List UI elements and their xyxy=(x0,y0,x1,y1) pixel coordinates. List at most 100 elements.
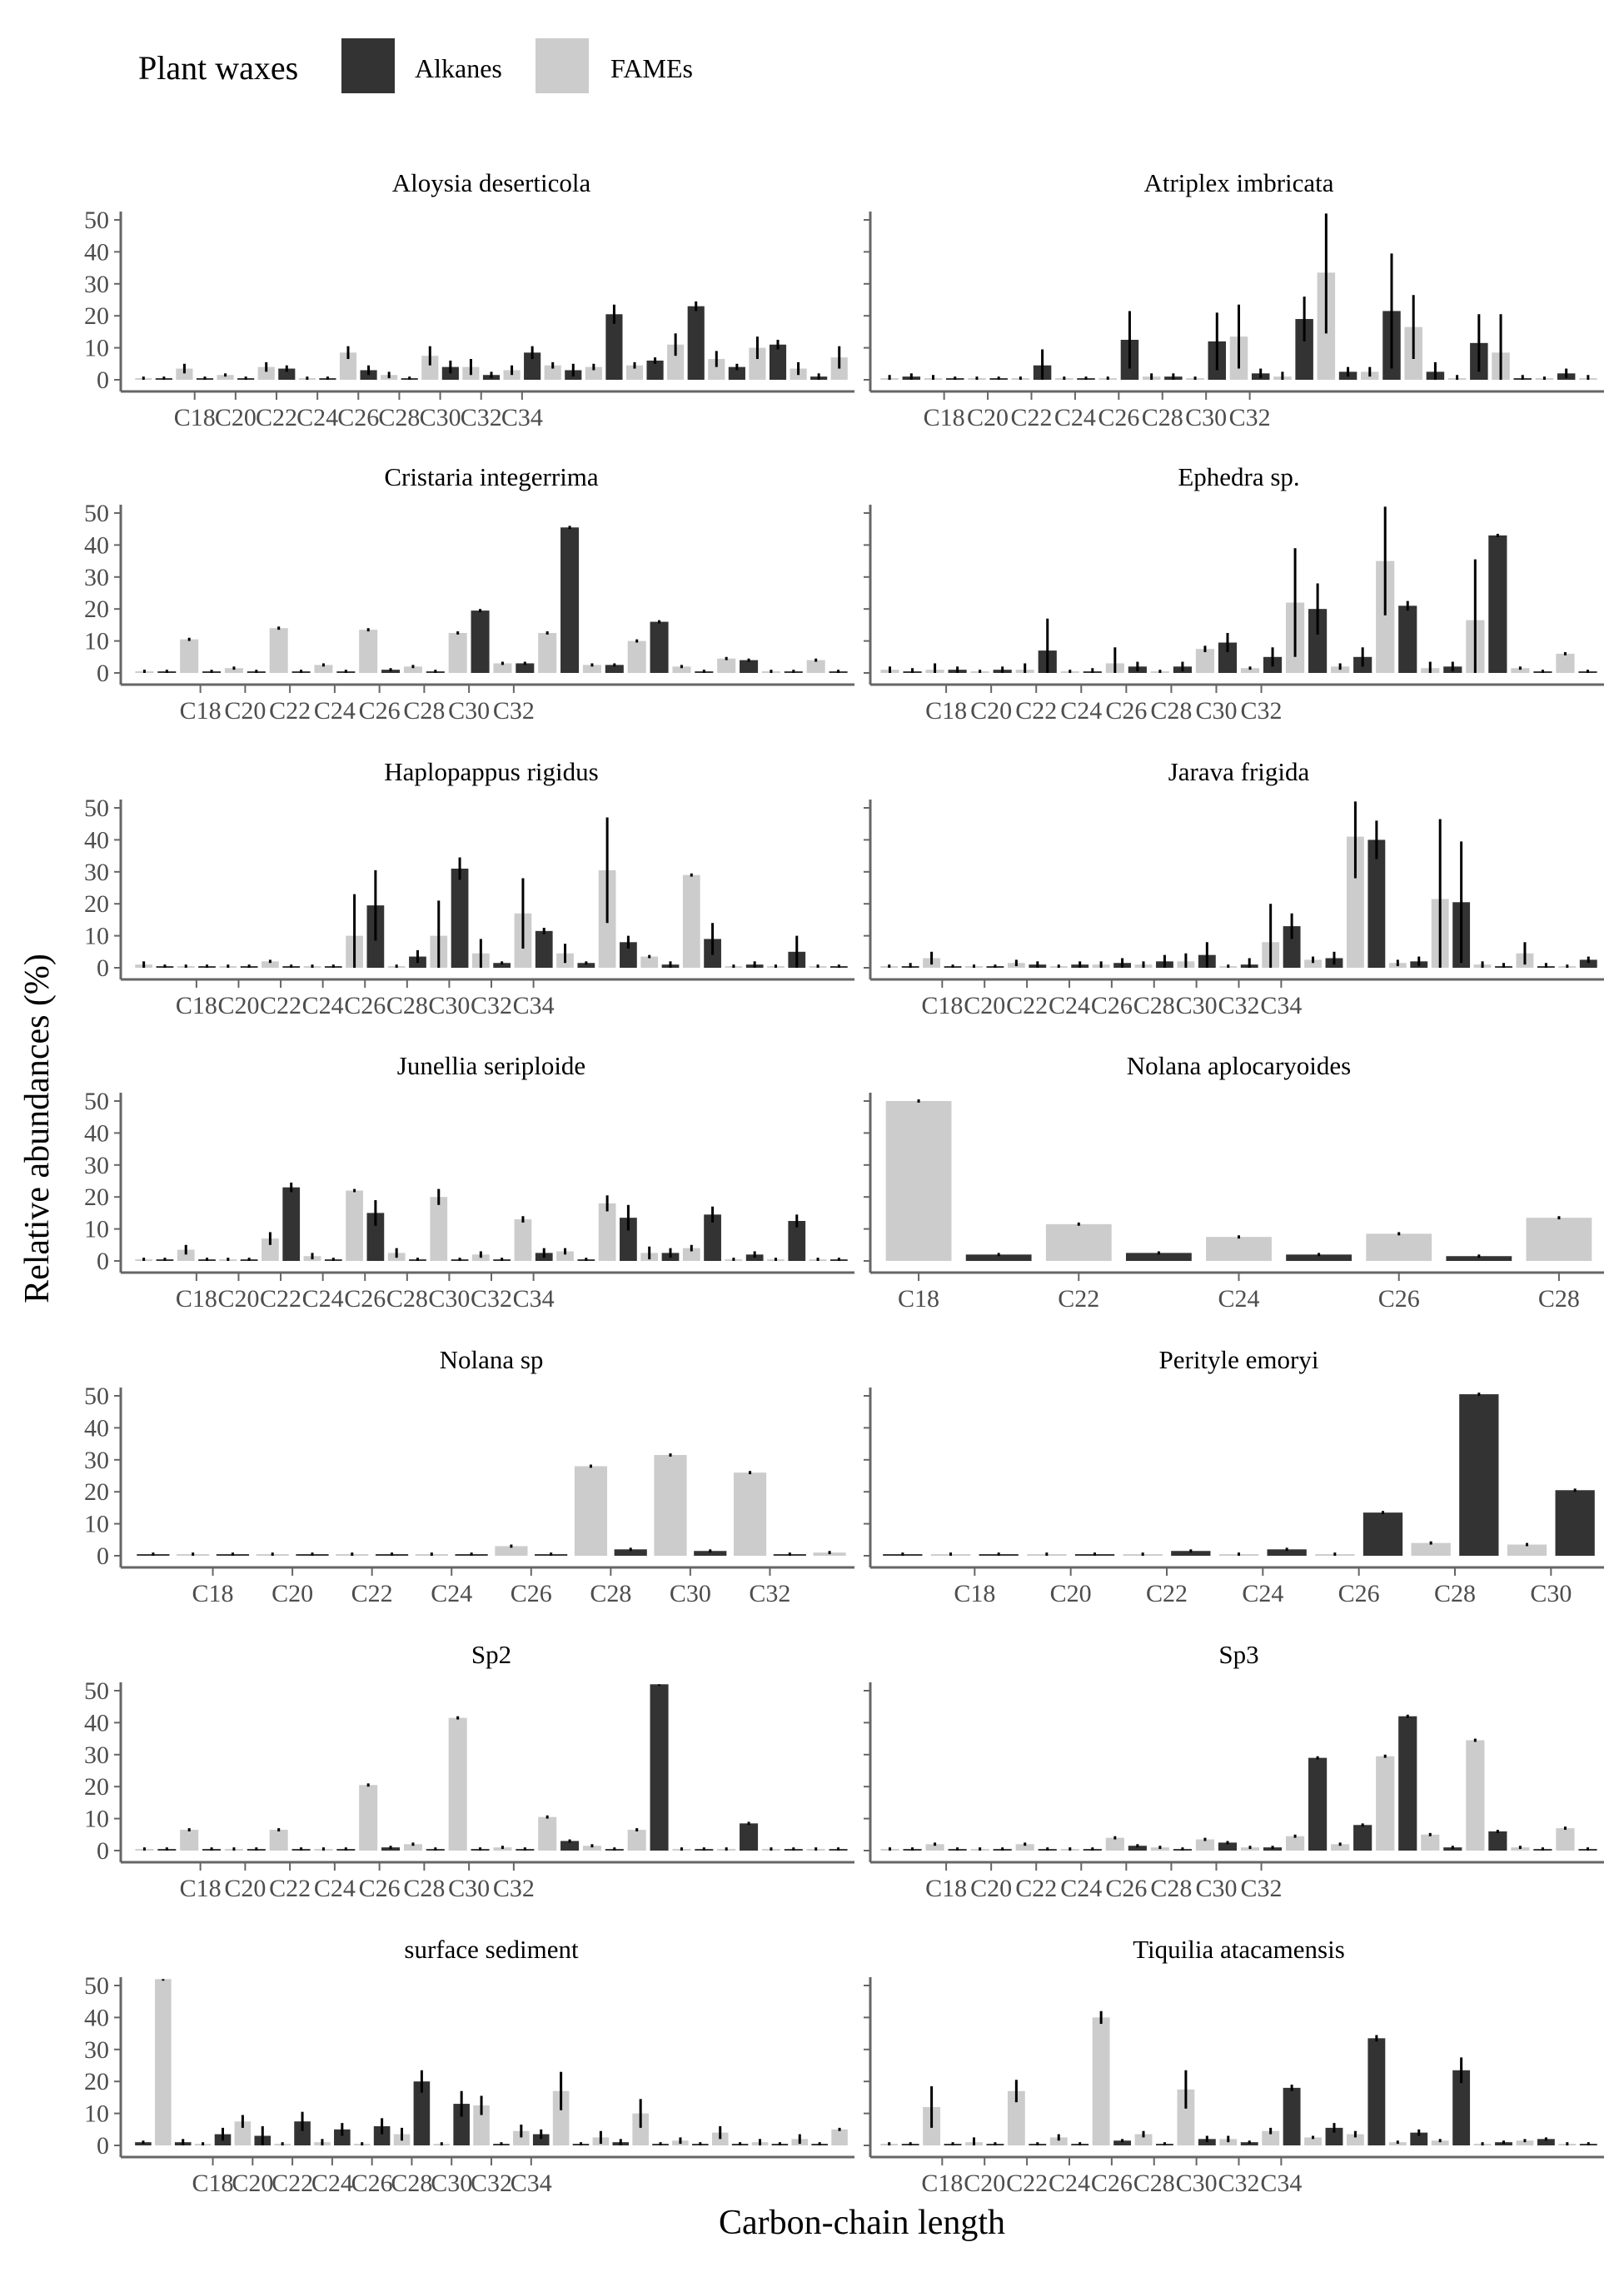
x-tick-label: C22 xyxy=(1010,404,1052,431)
x-tick-label: C20 xyxy=(964,992,1005,1019)
bar-c32 xyxy=(1219,2139,1238,2145)
x-tick-label: C18 xyxy=(192,1580,234,1607)
bar-c38 xyxy=(627,1830,646,1851)
bar-c36 xyxy=(556,1251,574,1261)
bar-c38 xyxy=(598,1203,616,1261)
panel-title: Sp2 xyxy=(471,1640,511,1669)
panel-title: Junellia seriploide xyxy=(397,1051,585,1080)
bar-c35 xyxy=(535,930,553,968)
bar-c41 xyxy=(1410,2132,1428,2145)
panel-title: Atriplex imbricata xyxy=(1143,168,1333,197)
bar-c34 xyxy=(813,1552,846,1556)
panel-surface-sediment: surface sediment01020304050C18C20C22C24C… xyxy=(84,1935,854,2197)
bar-c39 xyxy=(1398,605,1417,673)
x-tick-label: C30 xyxy=(1195,697,1237,725)
bar-c31 xyxy=(694,1551,727,1556)
bar-c39 xyxy=(1367,2038,1386,2145)
x-tick-label: C18 xyxy=(921,2170,963,2197)
bar-c23 xyxy=(278,368,296,380)
x-tick-label: C26 xyxy=(1338,1580,1380,1607)
bar-c26 xyxy=(359,630,378,673)
x-tick-label: C18 xyxy=(925,1875,967,1902)
bar-c43 xyxy=(740,660,759,673)
bar-c30 xyxy=(448,1717,467,1851)
bar-c36 xyxy=(1304,959,1322,968)
x-tick-label: C28 xyxy=(1150,697,1192,725)
bar-c26 xyxy=(1526,1218,1592,1261)
y-tick-label: 30 xyxy=(84,271,109,298)
bar-c45 xyxy=(728,366,745,380)
bar-c20 xyxy=(234,2121,252,2145)
bar-c35 xyxy=(1283,926,1301,968)
bar-c27 xyxy=(373,2125,391,2145)
x-tick-label: C26 xyxy=(1378,1285,1420,1313)
x-tick-label: C18 xyxy=(921,992,963,1019)
bar-c18 xyxy=(925,1844,944,1851)
bar-c43 xyxy=(1452,2070,1471,2145)
bar-c34 xyxy=(1285,1836,1305,1851)
x-tick-label: C32 xyxy=(1229,404,1271,431)
y-tick-label: 20 xyxy=(84,2068,109,2095)
x-tick-label: C18 xyxy=(180,1875,222,1902)
bar-c39 xyxy=(1367,840,1386,968)
x-tick-label: C26 xyxy=(344,1285,386,1313)
x-tick-label: C18 xyxy=(174,404,216,431)
x-tick-label: C26 xyxy=(1105,1875,1147,1902)
bar-c35 xyxy=(1308,609,1328,673)
bar-c41 xyxy=(646,360,664,380)
bar-c18 xyxy=(176,368,193,380)
x-tick-label: C34 xyxy=(501,404,543,431)
bar-c27 xyxy=(1362,1512,1403,1556)
x-tick-label: C32 xyxy=(1241,1875,1283,1902)
y-tick-label: 0 xyxy=(97,660,109,687)
x-tick-label: C28 xyxy=(386,1285,428,1313)
bar-c30 xyxy=(421,356,439,380)
bar-c25 xyxy=(1267,1549,1307,1556)
y-tick-label: 40 xyxy=(84,1709,109,1736)
bar-c31 xyxy=(1218,642,1238,673)
x-tick-label: C30 xyxy=(428,992,470,1019)
bar-c29 xyxy=(413,2081,431,2145)
bar-c38 xyxy=(1376,561,1395,673)
x-tick-label: C32 xyxy=(493,697,535,725)
panel-jarava-frigida: Jarava frigida C18 C20 C22 C24 C26 C28 C30 C32 C3… xyxy=(864,757,1604,1019)
x-tick-label: C20 xyxy=(271,1580,313,1607)
legend-swatch-alkanes xyxy=(341,38,395,93)
x-tick-label: C20 xyxy=(232,2170,273,2197)
bar-c22 xyxy=(257,366,275,380)
bar-c23 xyxy=(294,2121,311,2145)
y-tick-label: 10 xyxy=(84,335,109,362)
bar-c30 xyxy=(1195,649,1215,673)
bar-c43 xyxy=(740,1823,759,1851)
x-tick-label: C20 xyxy=(224,697,266,725)
bar-c38 xyxy=(1376,1756,1395,1851)
x-tick-label: C26 xyxy=(337,404,379,431)
x-axis-title: Carbon-chain length xyxy=(719,2204,1005,2242)
bar-c29 xyxy=(614,1549,647,1556)
x-tick-label: C20 xyxy=(215,404,257,431)
y-tick-label: 50 xyxy=(84,1972,109,2000)
bar-c40 xyxy=(632,2113,649,2145)
bar-c32 xyxy=(493,663,512,673)
y-tick-label: 0 xyxy=(97,1542,109,1570)
y-tick-label: 50 xyxy=(84,1088,109,1115)
bar-c43 xyxy=(1488,1831,1507,1851)
x-tick-label: C32 xyxy=(471,1285,512,1313)
x-tick-label: C20 xyxy=(964,2170,1005,2197)
bar-c39 xyxy=(620,1218,637,1261)
y-tick-label: 10 xyxy=(84,2100,109,2128)
y-tick-label: 40 xyxy=(84,531,109,559)
x-tick-label: C32 xyxy=(461,404,502,431)
x-tick-label: C34 xyxy=(1260,2170,1302,2197)
bar-c35 xyxy=(532,2134,550,2145)
x-tick-label: C24 xyxy=(431,1580,472,1607)
bar-c38 xyxy=(1346,2134,1364,2145)
bar-c47 xyxy=(788,1221,806,1261)
bar-c44 xyxy=(708,359,725,380)
bar-c26 xyxy=(495,1546,528,1556)
bar-c46 xyxy=(1516,2140,1534,2145)
bar-c22 xyxy=(262,1238,279,1261)
